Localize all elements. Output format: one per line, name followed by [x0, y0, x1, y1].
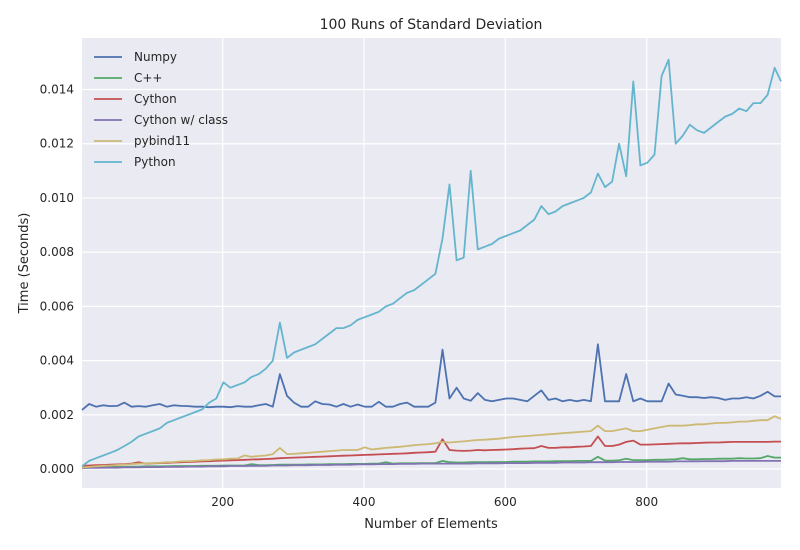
- series-line-pybind11: [81, 415, 782, 469]
- series-line-cython-w-class: [81, 459, 781, 470]
- legend-label-cython: Cython: [134, 92, 177, 106]
- series-lines: [81, 58, 782, 470]
- series-line-numpy: [81, 343, 781, 411]
- legend-label-python: Python: [134, 155, 176, 169]
- x-tick-label: 200: [211, 495, 234, 509]
- legend-label-cython-w-class: Cython w/ class: [134, 113, 228, 127]
- series-line-cython: [81, 435, 781, 467]
- x-tick-label: 800: [635, 495, 658, 509]
- y-tick-label: 0.004: [40, 354, 74, 368]
- y-tick-label: 0.002: [40, 408, 74, 422]
- y-axis-label: Time (Seconds): [17, 213, 32, 315]
- y-tick-label: 0.012: [40, 137, 74, 151]
- y-tick-label: 0.014: [40, 83, 74, 97]
- tick-labels: 200 400 600 800 0.000 0.002 0.004 0.006 0.008 0.0…: [40, 83, 659, 509]
- chart-title: 100 Runs of Standard Deviation: [320, 17, 543, 33]
- legend: Numpy C++ Cython Cython w/ class pybind11 Pyt…: [94, 50, 228, 169]
- grid-lines: [82, 38, 781, 488]
- y-tick-label: 0.008: [40, 245, 74, 259]
- legend-label-numpy: Numpy: [134, 50, 177, 64]
- legend-label-pybind11: pybind11: [134, 134, 190, 148]
- series-line-python: [81, 58, 782, 468]
- x-tick-label: 600: [494, 495, 517, 509]
- y-tick-label: 0.010: [40, 191, 74, 205]
- x-tick-label: 400: [353, 495, 376, 509]
- y-tick-label: 0.006: [40, 299, 74, 313]
- legend-label-c: C++: [134, 71, 163, 85]
- y-tick-label: 0.000: [40, 462, 74, 476]
- x-axis-label: Number of Elements: [364, 517, 498, 532]
- plot-background: [82, 38, 781, 488]
